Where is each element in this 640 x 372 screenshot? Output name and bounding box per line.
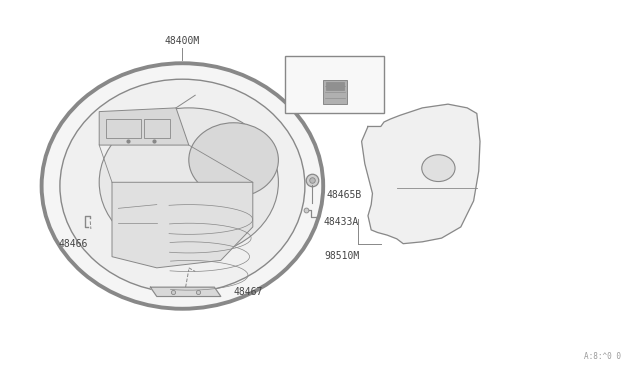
Text: A:8:^0 0: A:8:^0 0 (584, 352, 621, 361)
Bar (144, 119, 170, 138)
Ellipse shape (42, 63, 323, 309)
Bar (326, 83, 344, 90)
Text: 48400M: 48400M (164, 36, 200, 46)
Text: 48467: 48467 (234, 287, 263, 297)
Text: 48433A: 48433A (323, 217, 358, 227)
Ellipse shape (422, 155, 455, 182)
Polygon shape (99, 108, 189, 145)
Polygon shape (150, 287, 221, 296)
Text: ASCD SWITCH: ASCD SWITCH (308, 60, 361, 69)
Bar (285, 56, 384, 113)
Text: SEC.251: SEC.251 (317, 69, 351, 78)
Ellipse shape (60, 79, 305, 293)
Polygon shape (112, 182, 253, 268)
Polygon shape (362, 104, 480, 244)
Bar (323, 80, 348, 104)
Text: 48465B: 48465B (326, 190, 362, 200)
Ellipse shape (99, 108, 278, 257)
Bar (106, 119, 141, 138)
Ellipse shape (189, 123, 278, 197)
Text: 48466: 48466 (59, 239, 88, 249)
Text: 98510M: 98510M (324, 251, 360, 261)
